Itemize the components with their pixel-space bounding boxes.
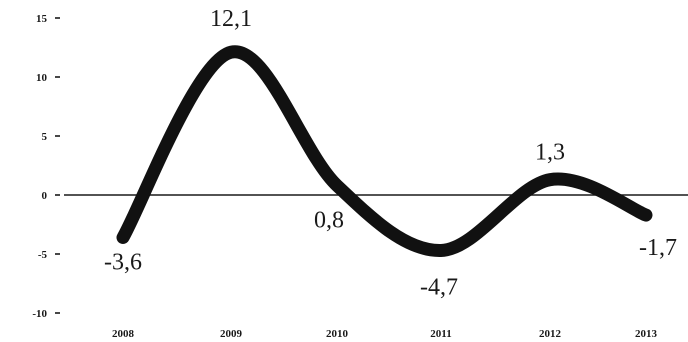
data-label: -3,6 <box>104 249 142 275</box>
x-tick-label: 2009 <box>220 328 243 340</box>
x-tick-label: 2008 <box>112 328 135 340</box>
y-tick-label: -10 <box>32 308 47 320</box>
y-tick-label: 15 <box>36 13 48 25</box>
x-tick-label: 2013 <box>635 328 658 340</box>
data-labels: -3,6 12,1 0,8 -4,7 1,3 -1,7 <box>104 6 677 300</box>
data-label: 0,8 <box>314 208 344 234</box>
series-layer <box>116 45 653 257</box>
x-tick-label: 2012 <box>539 328 562 340</box>
y-tick-label: 0 <box>42 190 48 202</box>
series-line <box>116 45 653 257</box>
x-axis: 2008 2009 2010 2011 2012 2013 <box>112 328 658 340</box>
data-label: -1,7 <box>639 235 677 261</box>
y-tick-label: -5 <box>38 249 48 261</box>
data-label: 12,1 <box>210 6 252 32</box>
y-tick-label: 5 <box>42 131 48 143</box>
x-tick-label: 2010 <box>326 328 349 340</box>
y-axis: 15 10 5 0 -5 -10 <box>32 13 60 320</box>
data-label: -4,7 <box>420 274 458 300</box>
x-tick-label: 2011 <box>430 328 451 340</box>
data-label: 1,3 <box>535 140 565 166</box>
y-tick-label: 10 <box>36 72 48 84</box>
